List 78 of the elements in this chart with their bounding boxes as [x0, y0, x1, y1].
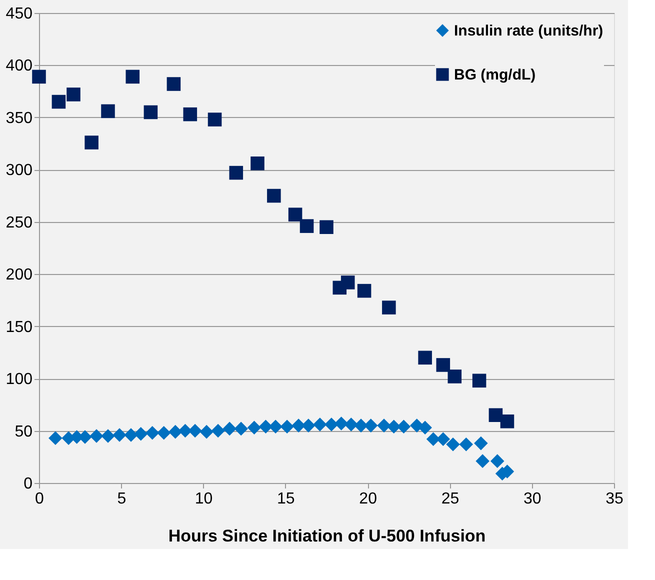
point: [267, 188, 281, 203]
point: [90, 429, 104, 443]
point: [418, 350, 432, 365]
point: [168, 424, 182, 439]
point: [229, 166, 244, 180]
point: [396, 420, 411, 434]
point: [500, 414, 514, 428]
point: [476, 454, 490, 468]
point: [474, 436, 488, 450]
point: [188, 424, 202, 438]
x-tick-label: 15: [277, 490, 295, 508]
point: [459, 437, 474, 452]
x-tick-label: 35: [606, 490, 624, 508]
point: [288, 208, 302, 222]
point: [313, 418, 327, 432]
point: [144, 105, 158, 120]
point: [200, 424, 214, 439]
point: [222, 422, 236, 436]
y-tick-label: 50: [14, 423, 33, 440]
point: [247, 420, 262, 435]
point: [302, 418, 316, 432]
legend-label: BG (mg/dL): [454, 66, 536, 84]
point: [446, 437, 460, 452]
y-tick-label: 400: [6, 58, 33, 75]
x-tick-label: 0: [35, 490, 44, 508]
point: [357, 284, 372, 298]
point: [32, 70, 46, 84]
point: [156, 426, 171, 440]
y-tick-label: 150: [6, 318, 33, 336]
point: [211, 424, 225, 438]
point: [386, 420, 401, 434]
y-tick-label: 0: [24, 476, 33, 492]
y-tick-label: 350: [6, 110, 33, 127]
point: [300, 219, 314, 233]
point: [250, 156, 264, 170]
point: [472, 374, 486, 388]
point: [382, 300, 396, 314]
point: [334, 416, 348, 430]
point: [490, 454, 504, 468]
x-tick-label: 10: [194, 490, 213, 508]
y-tick-label: 300: [6, 162, 33, 180]
point: [126, 70, 140, 84]
y-tick-label: 100: [6, 371, 33, 388]
point: [134, 427, 148, 441]
point: [436, 358, 450, 372]
y-tick-label: 450: [6, 6, 33, 22]
point: [101, 104, 115, 118]
point: [183, 107, 198, 122]
x-axis-title: Hours Since Initiation of U-500 Infusion: [168, 526, 486, 546]
point: [101, 429, 115, 443]
point: [52, 94, 66, 109]
point: [448, 370, 462, 384]
point: [84, 136, 98, 150]
x-tick-label: 5: [117, 490, 126, 508]
point: [436, 432, 450, 446]
point: [112, 428, 126, 442]
point: [48, 431, 62, 445]
x-tick-label: 25: [441, 490, 460, 508]
x-tick-label: 30: [523, 490, 542, 508]
legend-label: Insulin rate (units/hr): [454, 22, 604, 40]
point: [208, 112, 222, 126]
point: [340, 276, 355, 290]
y-tick-label: 250: [6, 214, 33, 232]
point: [344, 418, 358, 432]
point: [268, 420, 282, 434]
point: [418, 420, 432, 435]
point: [280, 420, 294, 434]
point: [320, 220, 334, 234]
point: [166, 77, 181, 91]
point: [488, 408, 503, 422]
y-tick-label: 200: [6, 266, 33, 284]
point: [234, 422, 248, 436]
point: [258, 420, 273, 434]
point: [292, 418, 306, 432]
point: [66, 88, 80, 102]
x-tick-label: 20: [359, 490, 378, 508]
point: [145, 426, 160, 440]
point: [426, 432, 440, 446]
